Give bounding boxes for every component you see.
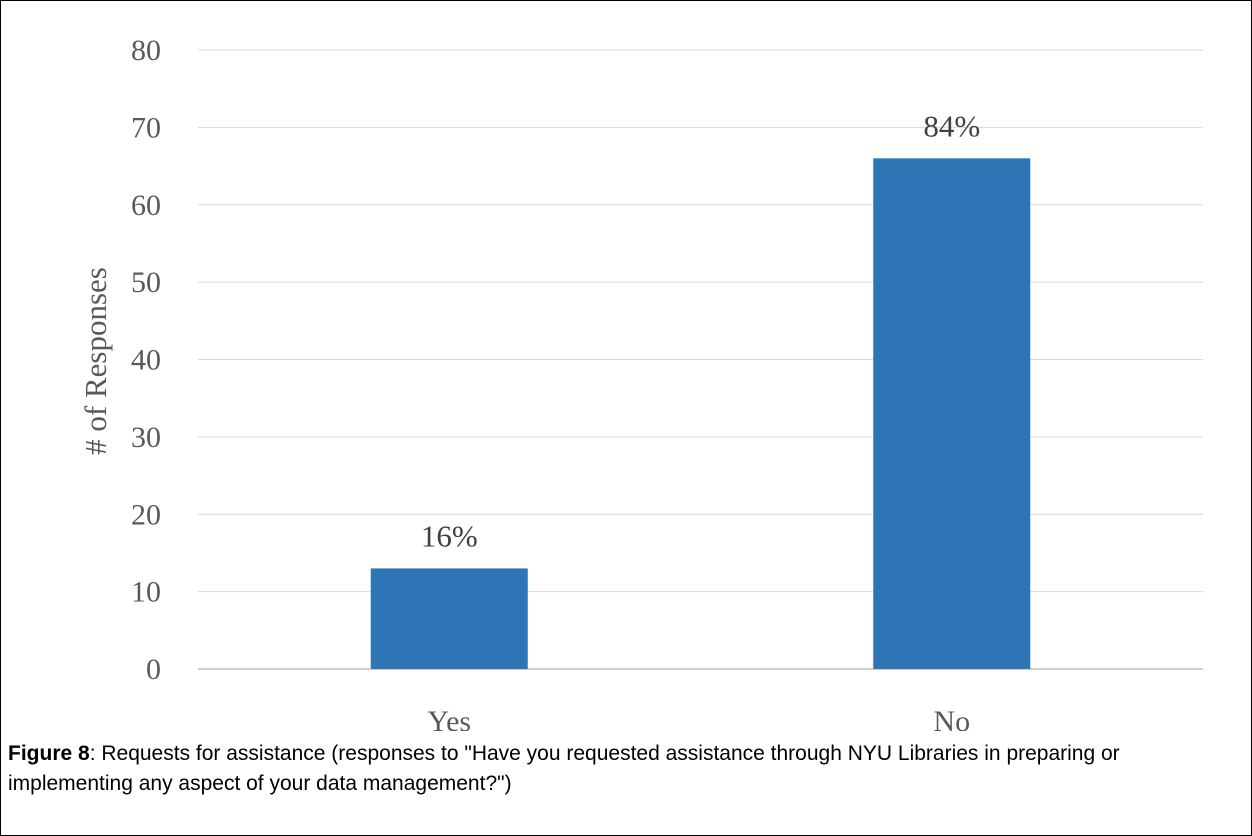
y-tick-label: 0 [146,653,161,686]
y-tick-labels: 0 10 20 30 40 50 60 70 80 [131,34,161,686]
bar-no [873,158,1031,669]
y-tick-label: 80 [131,34,161,67]
caption-label: Figure 8 [8,742,90,765]
y-tick-label: 30 [131,421,161,454]
y-axis-label: # of Responses [78,267,113,455]
y-tick-label: 50 [131,266,161,299]
x-tick-label: Yes [427,705,471,731]
y-tick-label: 20 [131,498,161,531]
y-tick-label: 60 [131,189,161,222]
gridlines [198,49,1203,670]
bar-chart: 0 10 20 30 40 50 60 70 80 16% 84% Yes No # of Resp… [78,34,1203,731]
y-tick-label: 10 [131,576,161,609]
bar-yes [370,568,528,669]
y-tick-label: 40 [131,344,161,377]
data-labels: 16% 84% [421,108,980,553]
bars [370,158,1031,669]
data-label: 16% [421,518,478,553]
data-label: 84% [923,108,980,143]
x-tick-label: No [933,705,970,731]
x-tick-labels: Yes No [427,705,970,731]
caption-text: : Requests for assistance (responses to … [8,742,1120,795]
figure-caption: Figure 8: Requests for assistance (respo… [8,739,1248,799]
y-tick-label: 70 [131,111,161,144]
